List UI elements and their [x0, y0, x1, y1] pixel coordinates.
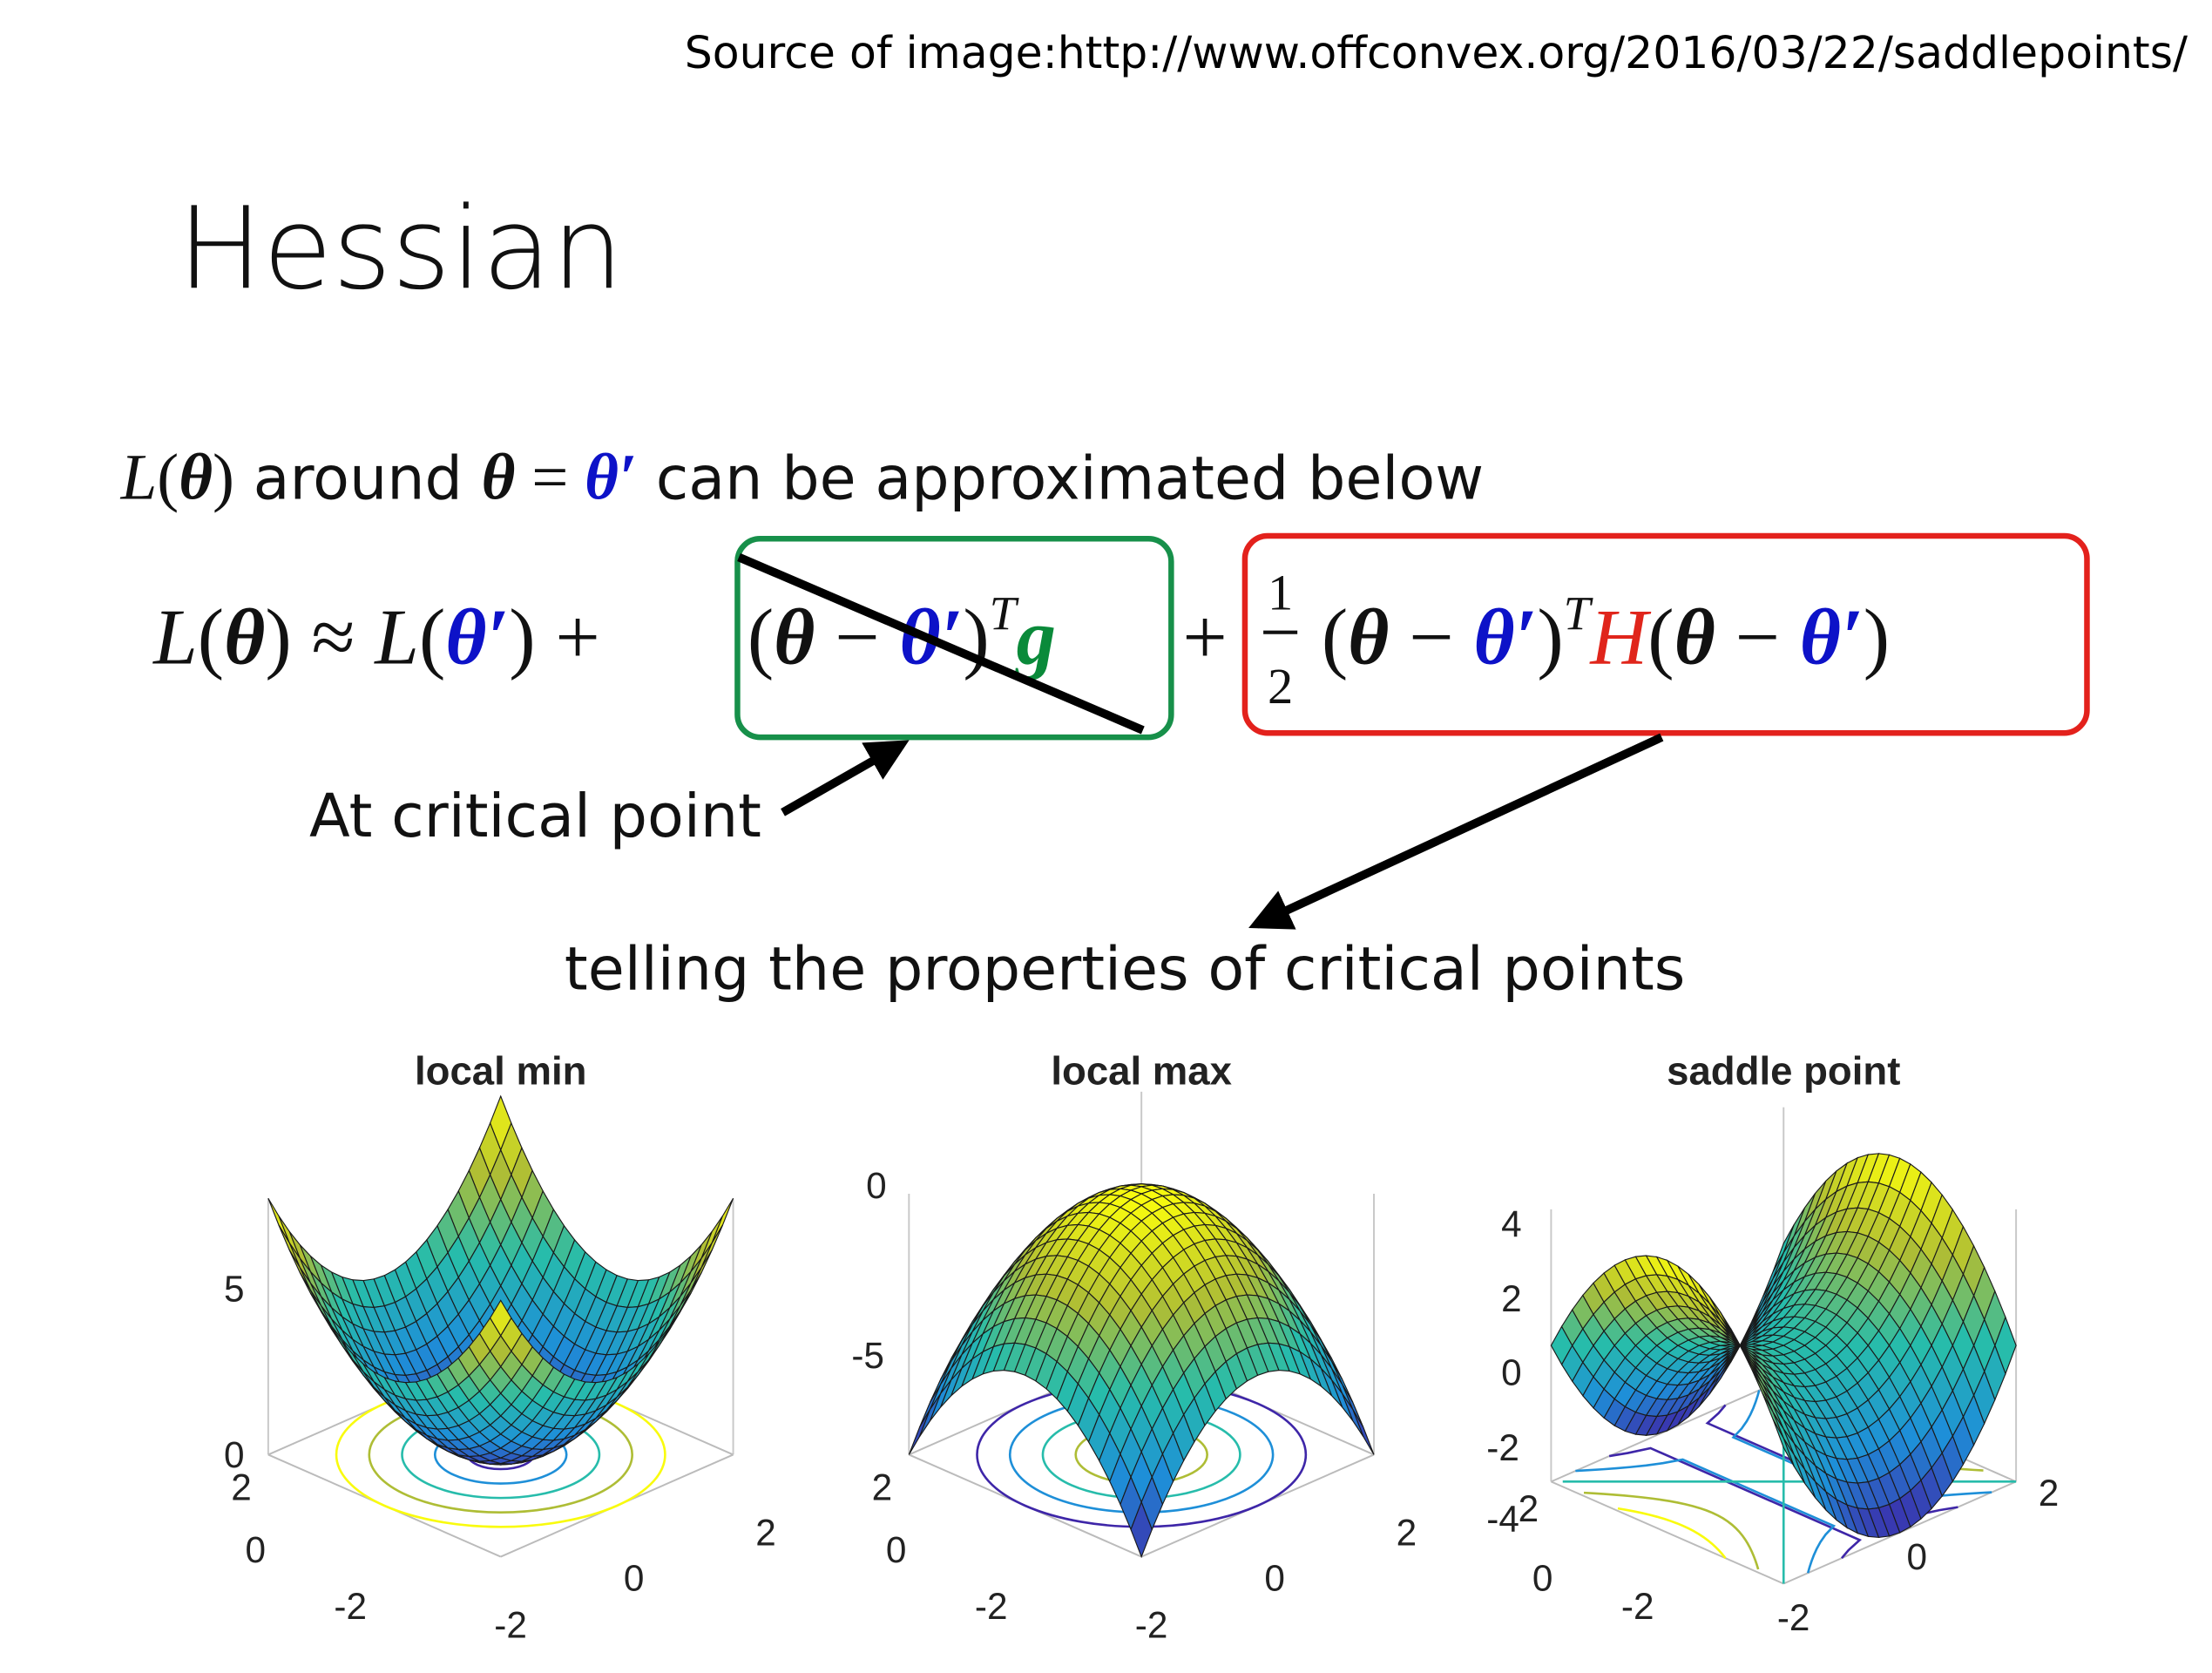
axis-edge	[1551, 1480, 1784, 1585]
math: θ	[1348, 593, 1389, 681]
contour	[1608, 1446, 1863, 1560]
y-tick-label: -2	[334, 1586, 367, 1627]
surface-cell	[489, 1299, 512, 1337]
math: θ	[774, 593, 815, 681]
math: θ	[1674, 593, 1715, 681]
math: θ	[482, 442, 516, 514]
arrow	[781, 740, 910, 816]
contour	[1583, 1491, 1760, 1570]
plus: +	[1182, 593, 1227, 681]
y-tick-label: 2	[231, 1466, 252, 1507]
x-tick-label: -2	[1135, 1604, 1168, 1645]
surface-cell	[1130, 1500, 1153, 1559]
math: −	[1715, 593, 1800, 681]
strike-line	[737, 552, 1145, 735]
math: (	[157, 442, 179, 514]
z-tick-label: -5	[851, 1335, 884, 1376]
z-tick-label: 0	[866, 1165, 887, 1206]
x-tick-label: 0	[1906, 1536, 1927, 1577]
math: (	[747, 593, 774, 681]
plot-title: local max	[1051, 1049, 1232, 1094]
math: H	[1589, 593, 1651, 681]
numerator: 1	[1268, 565, 1293, 621]
text: can be approximated below	[637, 445, 1484, 514]
hessian-box	[1241, 532, 2090, 736]
z-tick-label: 2	[1501, 1278, 1522, 1319]
math: θ	[179, 442, 213, 514]
title: Hessian	[178, 182, 624, 315]
y-tick-label: -2	[1621, 1586, 1654, 1627]
math: )	[213, 442, 234, 514]
z-tick-label: -2	[1486, 1427, 1519, 1468]
source: Source of image:http://www.offconvex.org…	[685, 27, 2188, 78]
contour	[1562, 1480, 1785, 1584]
x-tick-label: 2	[755, 1513, 776, 1554]
x-tick-label: 2	[1397, 1513, 1417, 1554]
x-tick-label: -2	[1777, 1597, 1810, 1638]
math: T	[990, 586, 1020, 640]
x-tick-label: 0	[1264, 1558, 1285, 1599]
statement: L(θ) around θ = θ′ can be approximated b…	[120, 442, 1484, 514]
plot-title: saddle point	[1667, 1049, 1900, 1094]
x-tick-label: 2	[2039, 1473, 2060, 1514]
z-tick-label: 0	[1501, 1352, 1522, 1393]
surface-cell	[1772, 1419, 1795, 1467]
text: around	[234, 445, 482, 514]
z-tick-label: 5	[224, 1269, 245, 1310]
math: θ	[224, 593, 265, 681]
y-tick-label: 0	[886, 1529, 907, 1570]
arrow	[1248, 733, 1664, 930]
math: −	[1389, 593, 1473, 681]
math: =	[516, 442, 585, 514]
annotation: telling the properties of critical point…	[565, 936, 1685, 1005]
denominator: 2	[1268, 658, 1293, 715]
hessian-term: (θ − θ′)TH(θ − θ′)	[1322, 586, 1890, 681]
z-tick-label: 4	[1501, 1203, 1522, 1244]
math: T	[1564, 586, 1594, 640]
math: ) ≈	[265, 593, 375, 681]
plot-title: local min	[415, 1049, 586, 1094]
math: θ′	[445, 593, 509, 681]
y-tick-label: 2	[1519, 1488, 1539, 1529]
math: θ′	[585, 442, 637, 514]
x-tick-label: 0	[624, 1558, 645, 1599]
y-tick-label: 2	[872, 1466, 893, 1507]
math: θ′	[1800, 593, 1864, 681]
contour	[1617, 1507, 1727, 1560]
math: ) +	[509, 593, 600, 681]
math: (	[1647, 593, 1674, 681]
contour	[1575, 1458, 1837, 1574]
math: )	[1864, 593, 1890, 681]
math: θ′	[1473, 593, 1537, 681]
math: (	[198, 593, 224, 681]
math: L	[373, 593, 419, 681]
math: L	[152, 593, 198, 681]
y-tick-label: 0	[1532, 1558, 1553, 1599]
z-tick-label: -4	[1486, 1498, 1519, 1539]
math: )	[1537, 593, 1563, 681]
gradient-box	[734, 536, 1174, 741]
math: g	[1014, 593, 1056, 681]
x-tick-label: -2	[494, 1604, 527, 1645]
z-tick-label: 0	[224, 1434, 245, 1475]
math: (	[1322, 593, 1348, 681]
math: L	[120, 442, 158, 514]
formula-lhs: L(θ) ≈ L(θ′) +	[152, 593, 600, 681]
math: (	[419, 593, 445, 681]
annotation: At critical point	[309, 782, 761, 851]
y-tick-label: 0	[245, 1529, 266, 1570]
y-tick-label: -2	[975, 1586, 1008, 1627]
math: )	[963, 593, 989, 681]
